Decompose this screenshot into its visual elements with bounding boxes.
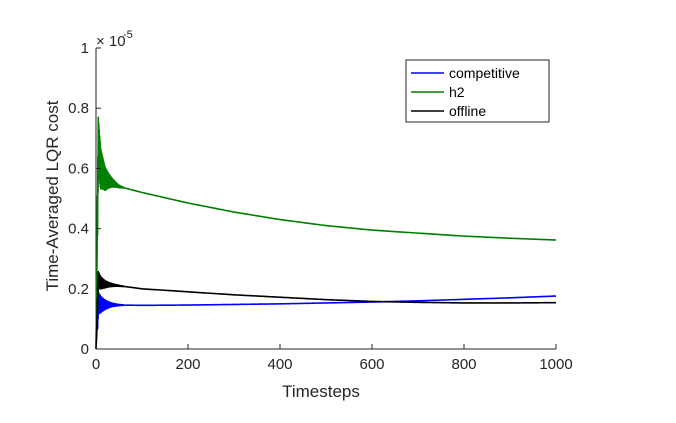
series-layer: [95, 116, 557, 350]
y-multiplier-times: ×: [96, 33, 105, 50]
x-axis-label: Timesteps: [282, 382, 360, 401]
y-tick-label: 1: [81, 40, 89, 57]
series-line-h2: [95, 116, 557, 350]
y-axis-multiplier: × 10: [96, 33, 126, 50]
y-tick-label: 0.6: [68, 160, 89, 177]
x-tick-label: 600: [359, 356, 384, 373]
y-tick-label: 0.8: [68, 100, 89, 117]
series-line-offline: [95, 270, 557, 350]
legend-label-offline: offline: [449, 103, 486, 119]
ticks-layer: 0 200 400 600 800 1000 0 0.2 0.4 0.6 0.8 1: [68, 40, 573, 373]
x-tick-label: 200: [175, 356, 200, 373]
y-tick-label: 0: [81, 341, 89, 358]
legend-label-h2: h2: [449, 84, 465, 100]
x-tick-label: 1000: [539, 356, 572, 373]
y-tick-label: 0.2: [68, 281, 89, 298]
x-tick-label: 400: [267, 356, 292, 373]
legend: competitive h2 offline: [405, 59, 550, 123]
y-multiplier-exponent: -5: [123, 29, 133, 41]
x-tick-label: 0: [92, 356, 100, 373]
x-tick-label: 800: [451, 356, 476, 373]
legend-label-competitive: competitive: [449, 65, 520, 81]
y-multiplier-base: 10: [109, 33, 126, 50]
y-tick-label: 0.4: [68, 221, 89, 238]
y-axis-label: Time-Averaged LQR cost: [43, 100, 62, 291]
series-line-competitive: [95, 291, 557, 350]
